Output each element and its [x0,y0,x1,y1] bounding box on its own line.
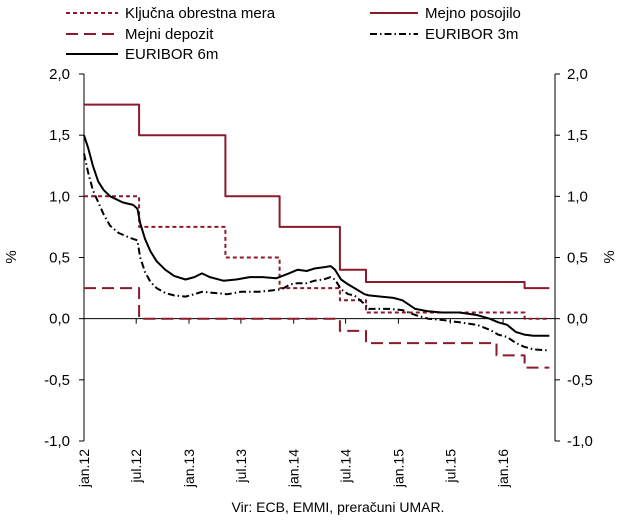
y-tick-label-right: -0,5 [567,372,593,389]
y-tick-label-left: -0,5 [44,372,70,389]
y-tick-label-left: 0,5 [49,250,70,267]
x-tick-label: jul.13 [233,449,249,484]
series-line-mejni-depozit [84,287,550,369]
series-line-mejno-posojilo [84,103,550,290]
x-tick-label: jul.15 [442,449,458,484]
y-tick-label-left: 1,0 [49,188,70,205]
y-tick-label-right: -1,0 [567,433,593,450]
y-tick-label-left: 2,0 [49,66,70,83]
x-tick-label: jul.12 [128,449,144,484]
y-tick-label-left: -1,0 [44,433,70,450]
x-tick-label: jan.16 [495,449,511,488]
y-ticks: -1,0 -1,0 -0,5 -0,5 0,0 0,0 0,5 0,5 1,0 1,0 1,5 1,5… [44,66,593,450]
x-tick-label: jul.14 [338,449,354,484]
y-tick-label-left: 0,0 [49,311,70,328]
series-line-euribor-6m [83,134,550,337]
legend-label-euribor-6m: EURIBOR 6m [125,46,218,63]
x-tick-label: jan.12 [76,449,92,488]
legend-label-kljucna-obrestna-mera: Ključna obrestna mera [125,5,276,22]
y-axis-label-right: % [601,250,618,263]
x-tick-label: jan.15 [390,449,406,488]
legend-label-euribor-3m: EURIBOR 3m [425,26,518,43]
y-tick-label-right: 1,5 [567,127,588,144]
legend: Ključna obrestna mera Mejno posojilo Mejni… [66,5,521,63]
y-tick-label-right: 2,0 [567,66,588,83]
x-tick-label: jan.13 [181,449,197,488]
series-layer [83,103,550,369]
y-tick-label-right: 1,0 [567,188,588,205]
y-tick-label-left: 1,5 [49,127,70,144]
y-axis-label-left: % [3,250,20,263]
x-tick-label: jan.14 [286,449,302,488]
series-line-euribor-3m [83,153,550,352]
y-tick-label-right: 0,5 [567,250,588,267]
y-tick-label-right: 0,0 [567,311,588,328]
legend-label-mejno-posojilo: Mejno posojilo [425,5,521,22]
source-note: Vir: ECB, EMMI, preračuni UMAR. [232,499,445,515]
legend-label-mejni-depozit: Mejni depozit [125,26,214,43]
x-ticks: jan.12 jul.12 jan.13 jul.13 jan.14 jul.14 jan.… [76,318,511,488]
series-line-kljucna-obrestna-mera [84,195,550,320]
